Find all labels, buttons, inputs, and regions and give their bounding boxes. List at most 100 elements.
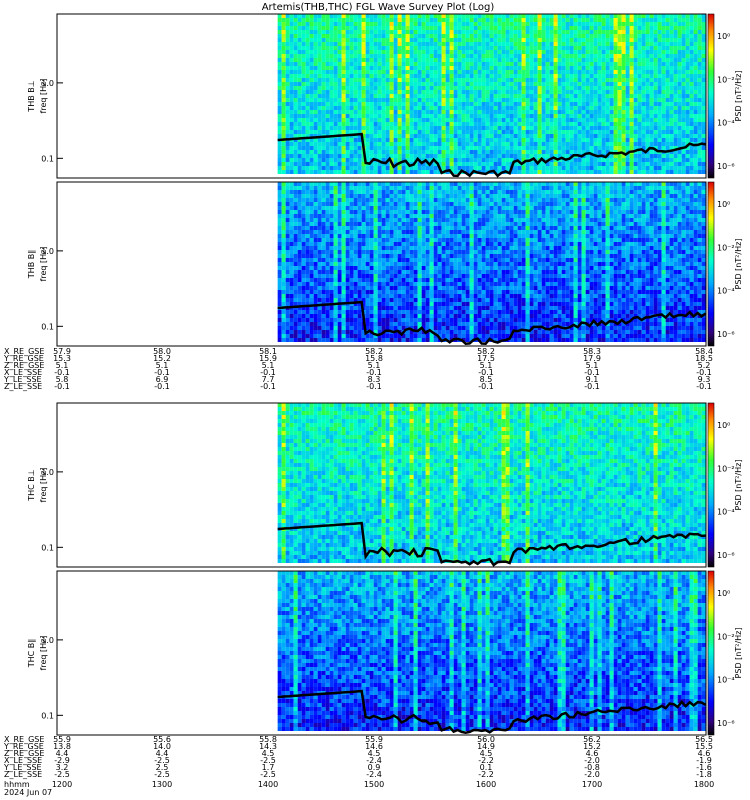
spectrogram-cell bbox=[493, 58, 498, 62]
spectrogram-cell bbox=[501, 38, 506, 42]
spectrogram-cell bbox=[581, 74, 586, 78]
spectrogram-cell bbox=[665, 58, 670, 62]
spectrogram-cell bbox=[517, 54, 522, 58]
spectrogram-cell bbox=[585, 154, 590, 158]
spectrogram-cell bbox=[385, 154, 390, 158]
spectrogram-cell bbox=[633, 86, 638, 90]
spectrogram-cell bbox=[365, 154, 370, 158]
spectrogram-cell bbox=[641, 102, 646, 106]
spectrogram-cell bbox=[605, 26, 610, 30]
spectrogram-cell bbox=[277, 286, 282, 290]
spectrogram-cell bbox=[421, 138, 426, 142]
spectrogram-cell bbox=[277, 154, 282, 158]
spectrogram-cell bbox=[301, 38, 306, 42]
spectrogram-cell bbox=[385, 86, 390, 90]
spectrogram-cell bbox=[673, 14, 678, 18]
spectrogram-cell bbox=[309, 242, 314, 246]
spectrogram-cell bbox=[329, 262, 334, 266]
spectrogram-cell bbox=[373, 70, 378, 74]
spectrogram-cell bbox=[333, 254, 338, 258]
spectrogram-cell bbox=[493, 90, 498, 94]
spectrogram-cell bbox=[325, 282, 330, 286]
spectrogram-cell bbox=[609, 46, 614, 50]
spectrogram-cell bbox=[633, 30, 638, 34]
spectrogram-cell bbox=[657, 118, 662, 122]
spectrogram-cell bbox=[685, 30, 690, 34]
spectrogram-cell bbox=[697, 42, 702, 46]
spectrogram-cell bbox=[297, 314, 302, 318]
spectrogram-cell bbox=[581, 70, 586, 74]
spectrogram-cell bbox=[405, 134, 410, 138]
spectrogram-cell bbox=[497, 86, 502, 90]
spectrogram-cell bbox=[433, 146, 438, 150]
spectrogram-cell bbox=[285, 278, 290, 282]
spectrogram-cell bbox=[329, 318, 334, 322]
spectrogram-cell bbox=[305, 250, 310, 254]
spectrogram-cell bbox=[537, 110, 542, 114]
spectrogram-cell bbox=[373, 82, 378, 86]
spectrogram-cell bbox=[329, 306, 334, 310]
spectrogram-cell bbox=[381, 34, 386, 38]
spectrogram-cell bbox=[697, 58, 702, 62]
spectrogram-cell bbox=[453, 74, 458, 78]
spectrogram-cell bbox=[313, 70, 318, 74]
spectrogram-cell bbox=[653, 42, 658, 46]
spectrogram-cell bbox=[357, 62, 362, 66]
spectrogram-cell bbox=[473, 66, 478, 70]
spectrogram-cell bbox=[561, 66, 566, 70]
spectrogram-cell bbox=[641, 114, 646, 118]
spectrogram-cell bbox=[485, 86, 490, 90]
spectrogram-cell bbox=[553, 42, 558, 46]
spectrogram-cell bbox=[285, 286, 290, 290]
spectrogram-cell bbox=[697, 82, 702, 86]
spectrogram-cell bbox=[533, 22, 538, 26]
spectrogram-cell bbox=[657, 90, 662, 94]
spectrogram-cell bbox=[297, 102, 302, 106]
spectrogram-cell bbox=[337, 190, 342, 194]
spectrogram-cell bbox=[493, 138, 498, 142]
spectrogram-cell bbox=[545, 38, 550, 42]
spectrogram-cell bbox=[497, 110, 502, 114]
spectrogram-cell bbox=[325, 86, 330, 90]
spectrogram-cell bbox=[317, 254, 322, 258]
spectrogram-cell bbox=[697, 150, 702, 154]
spectrogram-cell bbox=[469, 82, 474, 86]
spectrogram-cell bbox=[557, 118, 562, 122]
spectrogram-cell bbox=[313, 210, 318, 214]
spectrogram-cell bbox=[425, 106, 430, 110]
spectrogram-cell bbox=[281, 122, 286, 126]
spectrogram-cell bbox=[601, 50, 606, 54]
spectrogram-cell bbox=[293, 158, 298, 162]
spectrogram-cell bbox=[673, 42, 678, 46]
spectrogram-cell bbox=[565, 170, 570, 174]
spectrogram-cell bbox=[553, 94, 558, 98]
spectrogram-cell bbox=[485, 42, 490, 46]
spectrogram-cell bbox=[629, 166, 634, 170]
spectrogram-cell bbox=[565, 26, 570, 30]
spectrogram-cell bbox=[537, 162, 542, 166]
spectrogram-cell bbox=[385, 58, 390, 62]
spectrogram-cell bbox=[301, 270, 306, 274]
spectrogram-cell bbox=[625, 50, 630, 54]
spectrogram-cell bbox=[413, 74, 418, 78]
spectrogram-cell bbox=[417, 62, 422, 66]
spectrogram-cell bbox=[597, 30, 602, 34]
spectrogram-cell bbox=[513, 114, 518, 118]
spectrogram-cell bbox=[581, 98, 586, 102]
spectrogram-cell bbox=[681, 46, 686, 50]
spectrogram-cell bbox=[477, 34, 482, 38]
spectrogram-cell bbox=[633, 82, 638, 86]
spectrogram-cell bbox=[297, 130, 302, 134]
spectrogram-cell bbox=[645, 118, 650, 122]
spectrogram-cell bbox=[433, 58, 438, 62]
spectrogram-cell bbox=[349, 46, 354, 50]
spectrogram-cell bbox=[541, 122, 546, 126]
spectrogram-cell bbox=[345, 238, 350, 242]
spectrogram-cell bbox=[477, 66, 482, 70]
spectrogram-cell bbox=[297, 106, 302, 110]
spectrogram-cell bbox=[325, 118, 330, 122]
spectrogram-cell bbox=[317, 70, 322, 74]
spectrogram-cell bbox=[693, 46, 698, 50]
spectrogram-cell bbox=[565, 114, 570, 118]
spectrogram-cell bbox=[301, 290, 306, 294]
